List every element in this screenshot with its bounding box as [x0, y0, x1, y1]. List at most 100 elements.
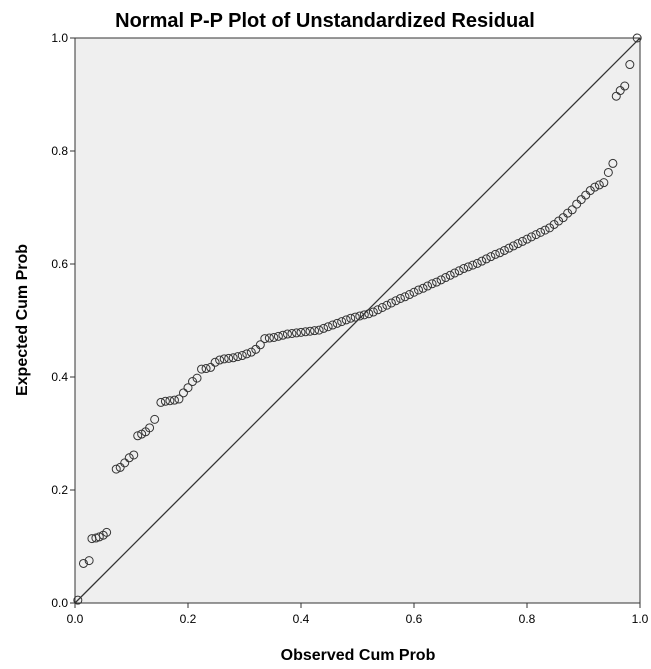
data-point	[219, 354, 229, 364]
data-point	[233, 352, 243, 362]
data-point	[581, 190, 591, 200]
y-tick-label: 0.2	[51, 483, 68, 497]
data-point	[508, 241, 518, 251]
data-point	[499, 245, 509, 255]
data-point	[540, 225, 550, 235]
data-point	[432, 277, 442, 287]
data-point	[382, 300, 392, 310]
data-point	[594, 180, 604, 190]
data-point	[377, 303, 387, 313]
data-point	[554, 216, 564, 226]
data-point	[445, 270, 455, 280]
data-point	[373, 305, 383, 315]
data-point	[490, 249, 500, 259]
data-point	[111, 464, 121, 474]
data-point	[224, 353, 234, 363]
data-point	[441, 273, 451, 283]
data-point	[486, 252, 496, 262]
tick-labels: 0.0 0.2 0.4 0.6 0.8 1.0 0.0 0.2 0.4 0.6 0.8 1.0	[51, 31, 648, 626]
data-point	[210, 357, 220, 367]
data-point	[120, 458, 130, 468]
y-tick-label: 0.4	[51, 370, 68, 384]
data-point	[364, 309, 374, 319]
data-point	[517, 236, 527, 246]
data-point	[328, 320, 338, 330]
data-point	[436, 275, 446, 285]
data-point	[296, 327, 306, 337]
data-point	[459, 264, 469, 274]
data-point	[314, 325, 324, 335]
data-point	[386, 298, 396, 308]
data-point	[341, 315, 351, 325]
x-tick-label: 0.4	[293, 612, 310, 626]
data-point	[391, 296, 401, 306]
data-point	[414, 285, 424, 295]
data-point	[305, 326, 315, 336]
data-point	[513, 239, 523, 249]
data-point	[527, 232, 537, 242]
data-point	[178, 388, 188, 398]
data-point	[632, 33, 642, 43]
x-tick-label: 0.8	[519, 612, 536, 626]
data-point	[590, 182, 600, 192]
data-point	[522, 234, 532, 244]
data-point	[255, 340, 265, 350]
data-point	[346, 313, 356, 323]
data-point	[156, 397, 166, 407]
data-point	[94, 532, 104, 542]
data-point	[549, 219, 559, 229]
data-point	[260, 334, 270, 344]
data-point	[481, 254, 491, 264]
data-point	[287, 328, 297, 338]
data-point	[319, 323, 329, 333]
data-point	[423, 281, 433, 291]
data-point	[183, 383, 193, 393]
x-tick-label: 0.6	[406, 612, 423, 626]
data-point	[572, 199, 582, 209]
data-point	[454, 266, 464, 276]
data-point	[368, 307, 378, 317]
chart-title: Normal P-P Plot of Unstandardized Residu…	[115, 10, 535, 32]
data-point	[355, 311, 365, 321]
y-tick-label: 0.0	[51, 596, 68, 610]
data-point	[620, 81, 630, 91]
data-point	[576, 195, 586, 205]
data-point	[563, 208, 573, 218]
axis-ticks	[70, 37, 641, 608]
data-point	[450, 268, 460, 278]
data-point	[477, 256, 487, 266]
data-point	[350, 312, 360, 322]
data-point	[278, 330, 288, 340]
data-point	[495, 248, 505, 258]
data-point	[291, 328, 301, 338]
data-point	[145, 423, 155, 433]
x-tick-label: 0.2	[180, 612, 197, 626]
data-point	[192, 373, 202, 383]
data-point	[472, 258, 482, 268]
data-point	[531, 230, 541, 240]
data-point	[197, 364, 207, 374]
data-point	[228, 353, 238, 363]
data-point	[160, 396, 170, 406]
data-point	[395, 293, 405, 303]
data-point	[404, 290, 414, 300]
y-axis-label: Expected Cum Prob	[14, 244, 31, 396]
data-point	[246, 347, 256, 357]
data-point	[188, 377, 198, 387]
data-points	[73, 33, 642, 605]
data-point	[400, 292, 410, 302]
data-point	[599, 178, 609, 188]
data-point	[463, 262, 473, 272]
data-point	[625, 60, 635, 70]
data-point	[545, 223, 555, 233]
data-point	[201, 364, 211, 374]
data-point	[427, 279, 437, 289]
data-point	[603, 167, 613, 177]
data-point	[409, 287, 419, 297]
data-point	[567, 205, 577, 215]
data-point	[206, 362, 216, 372]
data-point	[323, 322, 333, 332]
data-point	[504, 243, 514, 253]
data-point	[124, 453, 134, 463]
